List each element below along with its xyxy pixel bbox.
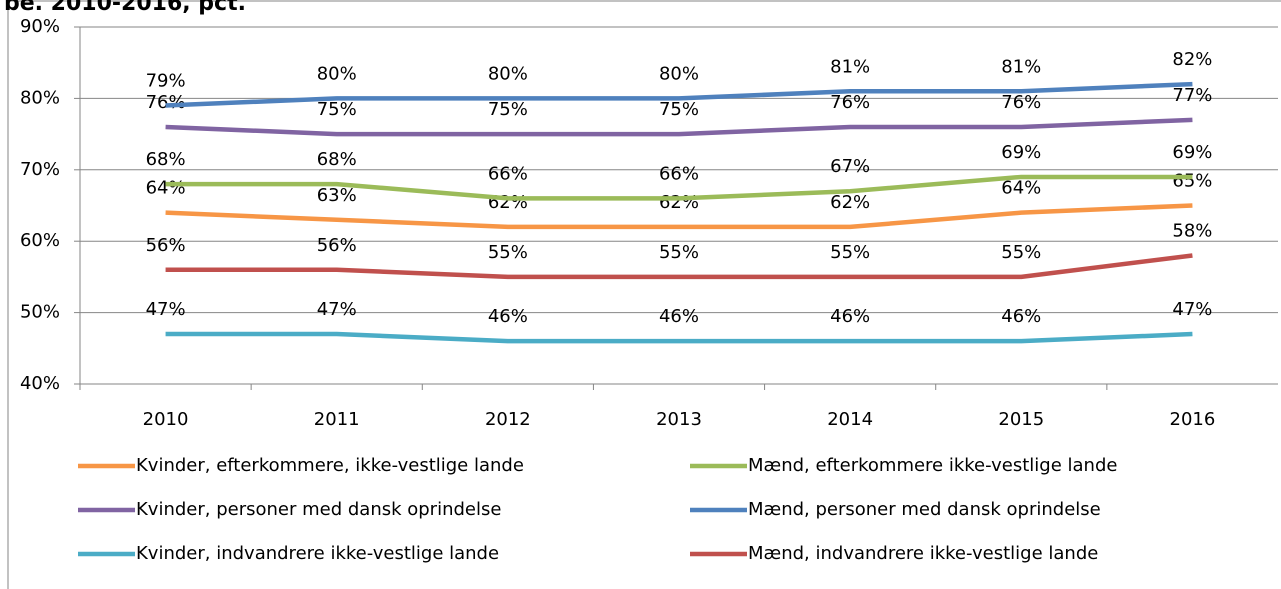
data-label: 80%: [488, 63, 528, 84]
data-label: 75%: [488, 99, 528, 120]
data-label: 47%: [317, 299, 357, 320]
legend-label: Mænd, personer med dansk oprindelse: [748, 499, 1101, 520]
x-tick-label: 2013: [656, 409, 702, 430]
data-label: 64%: [1001, 178, 1041, 199]
data-label: 46%: [1001, 306, 1041, 327]
x-tick-label: 2011: [314, 409, 360, 430]
data-label: 58%: [1172, 220, 1212, 241]
data-label: 68%: [146, 149, 186, 170]
data-label: 75%: [659, 99, 699, 120]
data-label: 55%: [659, 242, 699, 263]
data-label: 81%: [1001, 56, 1041, 77]
data-label: 76%: [146, 92, 186, 113]
series-line: [165, 117, 1193, 137]
y-tick-label: 70%: [20, 159, 60, 180]
series-line: [165, 331, 1193, 344]
data-label: 65%: [1172, 171, 1212, 192]
legend-label: Kvinder, personer med dansk oprindelse: [136, 499, 501, 520]
data-label: 46%: [488, 306, 528, 327]
data-label: 66%: [488, 163, 528, 184]
data-label: 46%: [830, 306, 870, 327]
y-tick-label: 40%: [20, 373, 60, 394]
data-label: 75%: [317, 99, 357, 120]
series-line: [165, 81, 1193, 108]
data-label: 63%: [317, 185, 357, 206]
x-tick-label: 2016: [1170, 409, 1216, 430]
y-tick-label: 80%: [20, 87, 60, 108]
data-label: 69%: [1001, 142, 1041, 163]
data-label: 47%: [146, 299, 186, 320]
data-label: 47%: [1172, 299, 1212, 320]
x-tick-label: 2010: [143, 409, 189, 430]
y-tick-label: 90%: [20, 16, 60, 37]
series-line: [165, 253, 1193, 280]
data-label: 56%: [146, 235, 186, 256]
data-label: 64%: [146, 178, 186, 199]
data-label: 62%: [830, 192, 870, 213]
x-tick-label: 2015: [998, 409, 1044, 430]
data-label: 67%: [830, 156, 870, 177]
x-tick-label: 2014: [827, 409, 873, 430]
data-label: 55%: [1001, 242, 1041, 263]
data-label: 46%: [659, 306, 699, 327]
legend-label: Kvinder, efterkommere, ikke-vestlige lan…: [136, 455, 524, 476]
legend-label: Mænd, efterkommere ikke-vestlige lande: [748, 455, 1117, 476]
data-label: 55%: [830, 242, 870, 263]
data-label: 55%: [488, 242, 528, 263]
data-label: 69%: [1172, 142, 1212, 163]
y-tick-label: 50%: [20, 302, 60, 323]
data-label: 56%: [317, 235, 357, 256]
y-tick-label: 60%: [20, 230, 60, 251]
data-label: 77%: [1172, 85, 1212, 106]
series-line: [165, 174, 1193, 201]
data-label: 80%: [659, 63, 699, 84]
data-label: 82%: [1172, 49, 1212, 70]
data-label: 76%: [1001, 92, 1041, 113]
data-label: 79%: [146, 71, 186, 92]
legend-label: Kvinder, indvandrere ikke-vestlige lande: [136, 543, 499, 564]
data-label: 76%: [830, 92, 870, 113]
series-line: [165, 203, 1193, 230]
data-label: 80%: [317, 63, 357, 84]
data-label: 62%: [659, 192, 699, 213]
x-tick-label: 2012: [485, 409, 531, 430]
legend-label: Mænd, indvandrere ikke-vestlige lande: [748, 543, 1098, 564]
data-label: 81%: [830, 56, 870, 77]
chart-title: be. 2010-2016, pct.: [4, 0, 246, 16]
data-label: 66%: [659, 163, 699, 184]
data-label: 68%: [317, 149, 357, 170]
